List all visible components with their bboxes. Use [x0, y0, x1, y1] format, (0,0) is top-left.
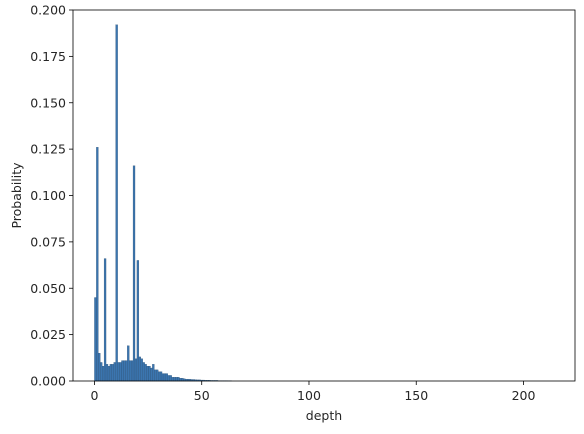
histogram-bar	[156, 369, 159, 382]
histogram-bar	[167, 375, 170, 382]
histogram-bar	[173, 377, 176, 382]
histogram-bar	[179, 378, 182, 382]
histogram-bar	[127, 345, 130, 382]
histogram-bar	[177, 377, 180, 382]
histogram-bar	[100, 362, 103, 382]
histogram-bar	[181, 378, 184, 382]
histogram-bar	[163, 373, 167, 382]
histogram-bar	[109, 364, 112, 382]
histogram-bar	[140, 358, 143, 382]
histogram-bars	[94, 24, 232, 382]
histogram-bar	[105, 364, 109, 382]
histogram-bar	[136, 260, 140, 382]
y-axis-label: Probability	[9, 162, 24, 229]
histogram-bar	[159, 371, 163, 382]
y-axis-ticks: 0.000 0.025 0.050 0.075 0.100 0.125 0.150 0.175…	[30, 3, 73, 389]
histogram-bar	[175, 377, 178, 382]
histogram-bar	[134, 358, 138, 382]
histogram-bar	[121, 360, 124, 382]
y-tick-label: 0.150	[30, 95, 66, 110]
x-tick-label: 50	[194, 388, 210, 403]
histogram-bar	[94, 297, 97, 382]
x-tick-label: 0	[90, 388, 98, 403]
x-axis-label: depth	[306, 408, 342, 423]
histogram-bar	[102, 366, 105, 382]
histogram-bar	[169, 375, 172, 382]
histogram-bar	[152, 364, 155, 382]
histogram-bar	[123, 360, 126, 382]
histogram-bar	[113, 362, 116, 382]
histogram-bar	[154, 369, 157, 382]
histogram-bar	[96, 147, 99, 382]
x-axis-ticks: 0 50 100 150 200	[90, 381, 535, 403]
histogram-bar	[150, 367, 153, 382]
histogram-bar	[148, 366, 151, 382]
x-tick-label: 200	[512, 388, 536, 403]
histogram-bar	[129, 360, 132, 382]
x-tick-label: 150	[404, 388, 428, 403]
histogram-bar	[146, 366, 149, 382]
histogram-bar	[171, 377, 174, 382]
histogram-bar	[98, 353, 101, 382]
histogram-bar	[130, 360, 134, 382]
histogram-bar	[115, 24, 118, 382]
histogram-bar	[107, 366, 111, 382]
histogram-bar	[119, 362, 122, 382]
histogram-bar	[161, 373, 165, 382]
y-tick-label: 0.075	[30, 234, 66, 249]
y-tick-label: 0.175	[30, 49, 66, 64]
y-tick-label: 0.125	[30, 142, 66, 157]
y-tick-label: 0.025	[30, 327, 66, 342]
histogram-bar	[111, 364, 114, 382]
histogram-bar	[142, 362, 145, 382]
y-tick-label: 0.100	[30, 188, 66, 203]
histogram-bar	[117, 362, 120, 382]
histogram-bar	[165, 373, 168, 382]
histogram-bar	[103, 258, 107, 382]
histogram-bar	[132, 165, 136, 382]
histogram-bar	[158, 371, 161, 382]
x-tick-label: 100	[297, 388, 321, 403]
histogram-bar	[144, 364, 147, 382]
plot-frame	[72, 9, 576, 382]
y-tick-label: 0.200	[30, 3, 66, 18]
histogram-bar	[125, 360, 128, 382]
histogram-bar	[138, 356, 141, 382]
y-tick-label: 0.000	[30, 374, 66, 389]
y-tick-label: 0.050	[30, 281, 66, 296]
